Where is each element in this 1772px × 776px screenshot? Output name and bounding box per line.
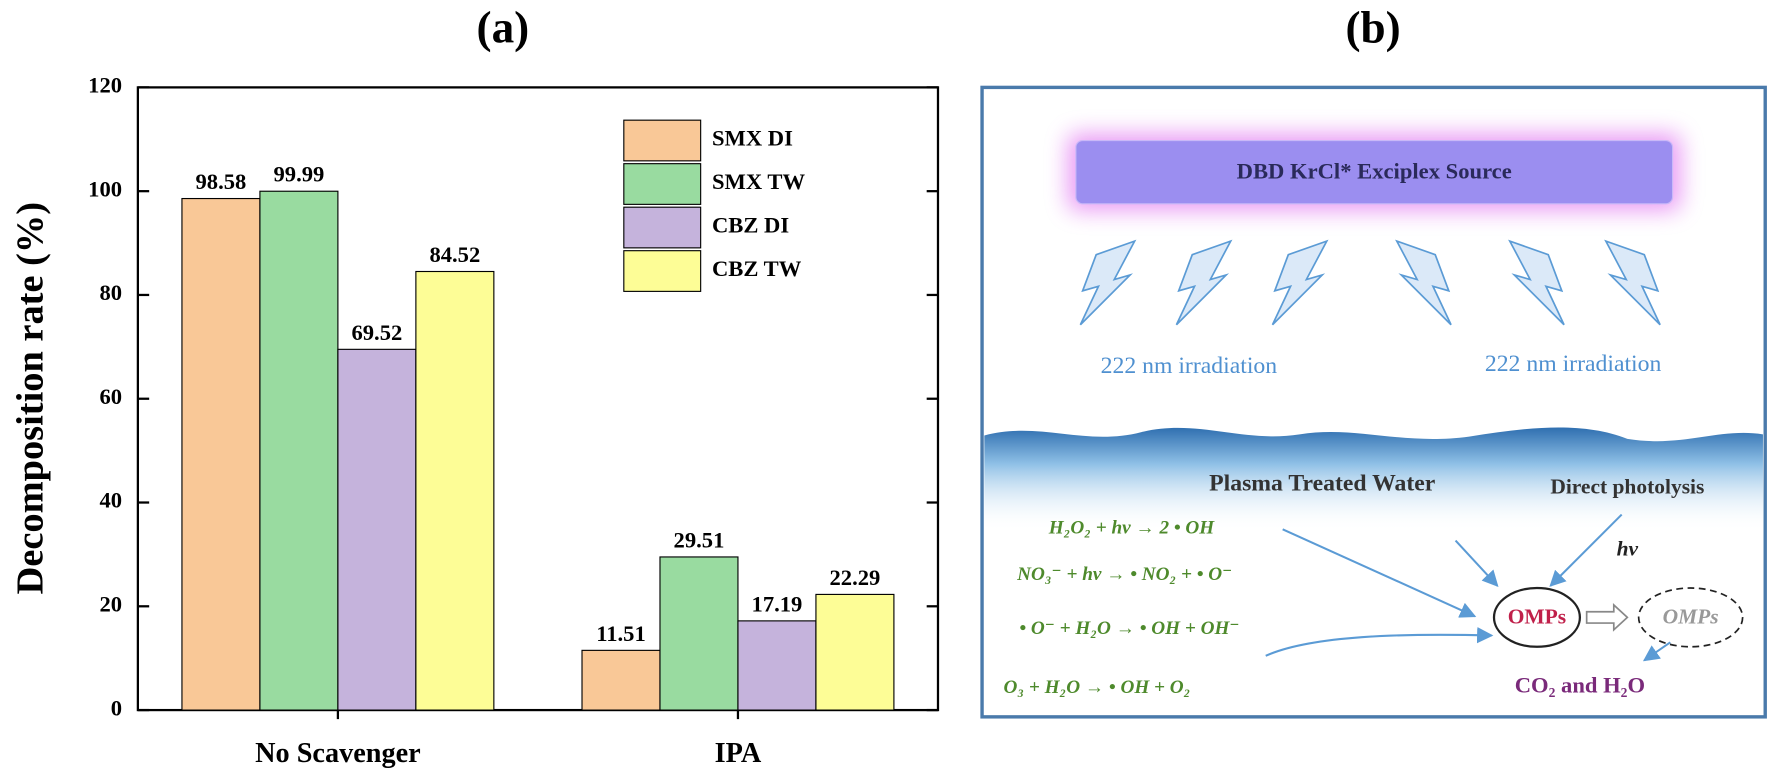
arrow <box>1454 539 1499 587</box>
bar <box>181 197 261 711</box>
value-label: 84.52 <box>429 242 480 267</box>
equation: • O⁻ + H₂O → • OH + OH⁻ <box>1019 618 1239 639</box>
legend-label: SMX DI <box>712 126 793 151</box>
bar <box>415 270 495 711</box>
panel-title: (b) <box>1345 2 1400 52</box>
omps-product-node <box>1637 587 1744 648</box>
irradiation-label: 222 nm irradiation <box>1101 353 1278 379</box>
photolysis-label: Direct photolysis <box>1550 475 1704 499</box>
bar-chart: (a) Decomposition rate (%) 0 20 40 60 80 100 1… <box>10 2 940 769</box>
arrow <box>1642 641 1671 662</box>
diagram: (b) DBD KrCl* Exciplex Source 222 nm irr… <box>980 2 1767 719</box>
bar <box>581 649 661 711</box>
lamp <box>1075 139 1674 205</box>
bar <box>337 348 417 711</box>
panel-title: (a) <box>477 2 530 52</box>
arrow <box>1265 626 1494 657</box>
legend-swatch <box>623 163 702 205</box>
water-surface <box>984 427 1763 532</box>
omps-product-label: OMPs <box>1663 604 1719 628</box>
bar <box>659 556 739 711</box>
value-label: 99.99 <box>273 162 324 187</box>
source-label: DBD KrCl* Exciplex Source <box>1237 158 1512 183</box>
bar <box>259 190 339 711</box>
transform-arrow <box>1585 603 1629 632</box>
legend-label: CBZ DI <box>712 213 789 238</box>
value-label: 22.29 <box>830 565 881 590</box>
value-label: 69.52 <box>351 320 402 345</box>
arrow <box>1549 513 1623 587</box>
equation: H₂O₂ + hv → 2 • OH <box>1048 518 1216 539</box>
x-tick-label: IPA <box>715 738 762 769</box>
legend-swatch <box>623 119 702 162</box>
arrow <box>1282 528 1477 618</box>
y-tick-label: 40 <box>99 488 122 513</box>
y-tick-label: 100 <box>88 176 122 201</box>
legend-label: CBZ TW <box>712 256 802 281</box>
value-label: 11.51 <box>596 621 646 646</box>
omps-label: OMPs <box>1508 604 1566 628</box>
y-tick-label: 120 <box>88 73 122 98</box>
omps-node <box>1492 586 1582 648</box>
bar <box>815 593 895 711</box>
y-tick-label: 80 <box>99 280 122 305</box>
y-tick-label: 0 <box>111 695 122 720</box>
y-tick-label: 20 <box>99 591 122 616</box>
equation: O₃ + H₂O → • OH + O₂ <box>1004 677 1191 698</box>
products-label: CO₂ and H₂O <box>1515 673 1645 698</box>
legend-swatch <box>623 250 702 292</box>
irradiation-label: 222 nm irradiation <box>1485 351 1662 377</box>
bar <box>737 620 817 711</box>
value-label: 98.58 <box>196 169 247 194</box>
value-label: 17.19 <box>752 591 803 616</box>
plasma-label: Plasma Treated Water <box>1209 471 1436 497</box>
y-axis-label: Decomposition rate (%) <box>10 202 52 595</box>
hv-label: hv <box>1617 537 1639 561</box>
equation: NO₃⁻ + hv → • NO₂ + • O⁻ <box>1016 564 1232 585</box>
x-tick-label: No Scavenger <box>255 738 421 769</box>
y-tick-label: 60 <box>99 384 122 409</box>
value-label: 29.51 <box>674 527 725 552</box>
legend-swatch <box>623 206 702 249</box>
legend-label: SMX TW <box>712 169 806 194</box>
